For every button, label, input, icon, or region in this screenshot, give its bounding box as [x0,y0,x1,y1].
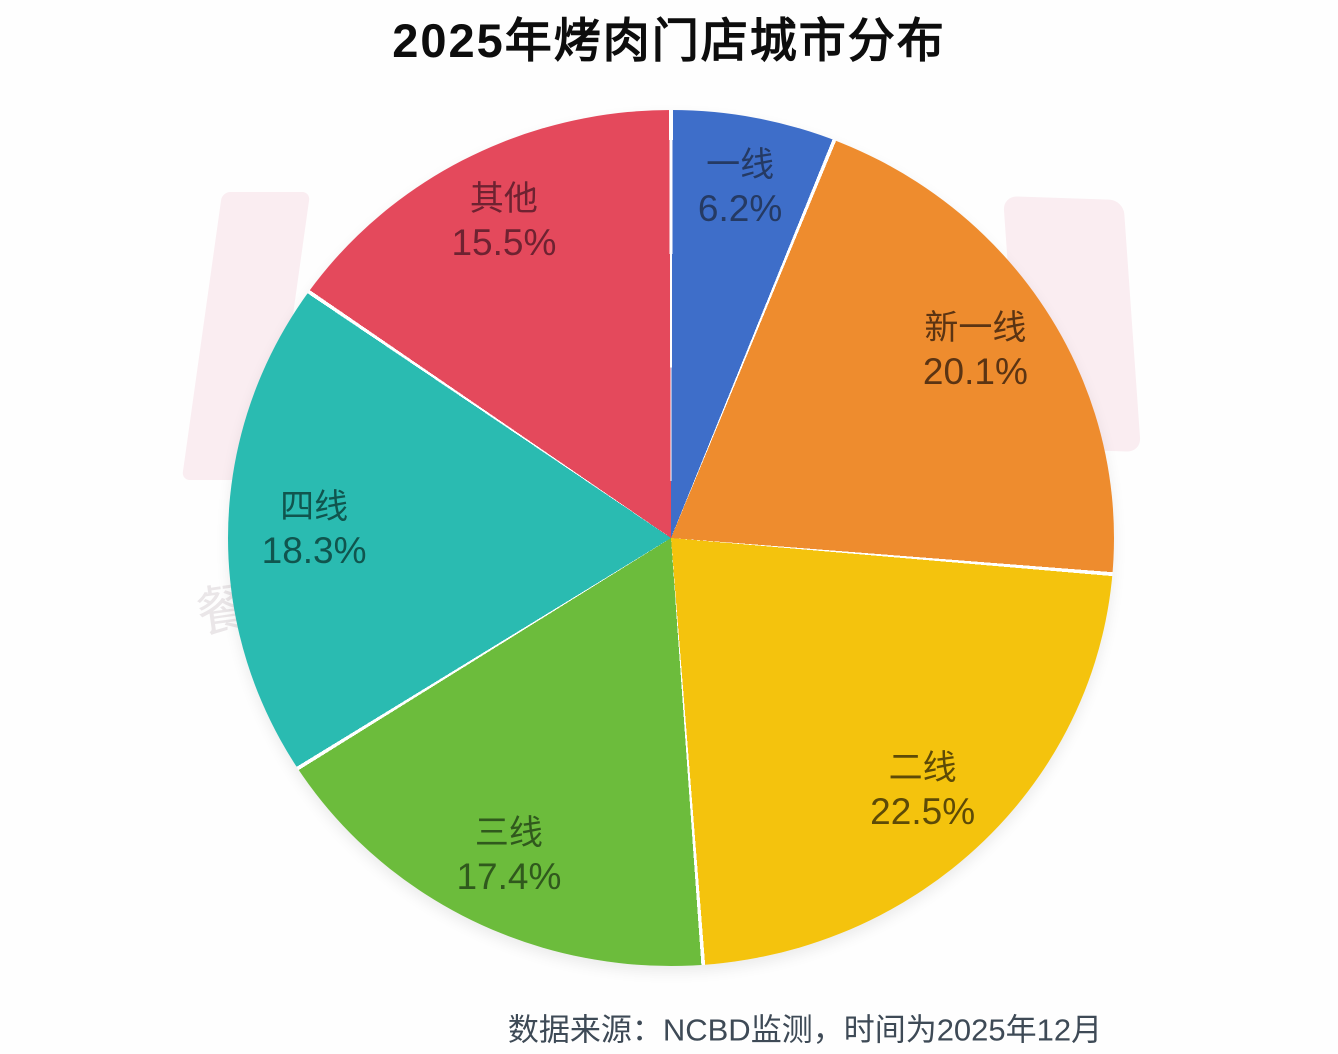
slice-category-name: 新一线 [924,309,1027,348]
slice-percentage: 6.2% [697,187,783,229]
slice-category-name: 一线 [706,145,775,184]
slice-category-name: 二线 [888,749,957,788]
pie-slice-label: 四线 18.3% [262,486,367,574]
slice-percentage: 17.4% [456,856,562,898]
data-source-note: 数据来源：NCBD监测，时间为2025年12月 [507,1012,1103,1048]
pie-slice-label: 其他 15.5% [451,178,556,266]
pie-slice-label: 三线 17.4% [456,812,561,900]
pie-slice-label: 一线 6.2% [698,144,782,232]
slice-category-name: 四线 [280,488,349,527]
slice-percentage: 15.5% [451,222,557,264]
slice-percentage: 20.1% [922,351,1028,393]
pie-slice-label: 新一线 20.1% [923,307,1028,395]
slice-category-name: 三线 [474,814,543,853]
slice-percentage: 18.3% [261,530,367,572]
pie-slice-label: 二线 22.5% [870,747,975,835]
chart-title: 2025年烤肉门店城市分布 [392,14,946,67]
pie-chart: 一线 6.2% 新一线 20.1% 二线 22.5% 三线 17.4% 四线 18.3% 其他 15.… [228,110,1114,966]
slice-percentage: 22.5% [870,791,976,833]
slice-category-name: 其他 [469,180,538,219]
